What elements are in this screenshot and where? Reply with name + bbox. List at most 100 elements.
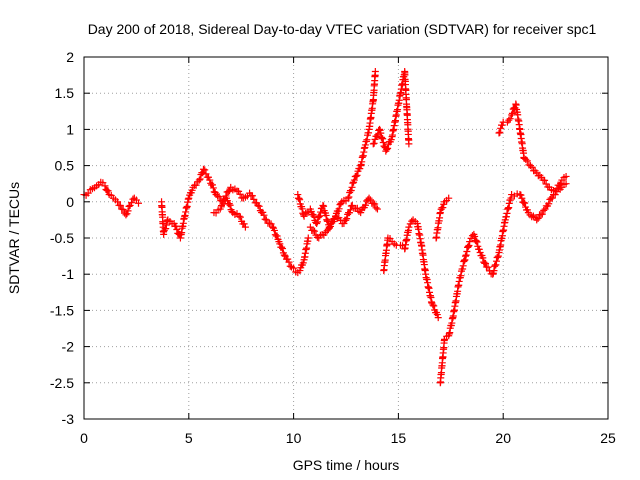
data-point: [376, 125, 384, 133]
data-point-trail: [201, 166, 209, 174]
data-point-trail: [279, 245, 287, 253]
data-point-trail: [323, 216, 331, 224]
data-point-trail: [326, 224, 334, 232]
data-point-trail: [475, 245, 483, 253]
grid: [84, 57, 608, 419]
data-point-trail: [433, 311, 441, 319]
data-point-trail: [280, 251, 288, 259]
data-point-trail: [384, 144, 392, 152]
data-point-trail: [226, 201, 234, 209]
data-point-trail: [240, 220, 248, 228]
data-point-trail: [236, 190, 244, 198]
data-point-trail: [482, 259, 490, 267]
data-point-trail: [346, 206, 354, 214]
data-point-trail: [464, 243, 472, 251]
y-tick-label: 1.5: [55, 85, 75, 101]
data-point-trail: [274, 235, 282, 243]
data-point-trail: [208, 181, 216, 189]
data-point-trail: [285, 258, 293, 266]
data-point-trail: [518, 194, 526, 202]
data-point-trail: [228, 207, 236, 215]
data-point-trail: [545, 200, 553, 208]
data-point-trail: [430, 302, 438, 310]
data-point: [313, 220, 321, 228]
data-point-trail: [270, 226, 278, 234]
data-point-trail: [348, 183, 356, 191]
y-tick-label: -2.5: [50, 375, 74, 391]
data-point-trail: [557, 179, 565, 187]
data-point-trail: [324, 225, 332, 233]
data-point-trail: [494, 253, 502, 261]
data-point-trail: [528, 213, 536, 221]
data-point-trail: [529, 212, 537, 220]
data-point-trail: [379, 139, 387, 147]
x-tick-label: 25: [600, 430, 616, 446]
data-point-trail: [528, 163, 536, 171]
data-point-trail: [352, 172, 360, 180]
data-point-trail: [421, 266, 429, 274]
data-point-trail: [90, 184, 98, 192]
data-point-trail: [465, 241, 473, 249]
data-point: [508, 111, 516, 119]
data-point-trail: [404, 226, 412, 234]
data-point-trail: [316, 212, 324, 220]
data-point-trail: [210, 188, 218, 196]
data-point-trail: [350, 178, 358, 186]
y-tick-label: 0: [66, 194, 74, 210]
data-point-trail: [214, 192, 222, 200]
data-point-trail: [516, 125, 524, 133]
data-point-trail: [342, 216, 350, 224]
data-point-trail: [371, 71, 379, 79]
data-point-trail: [361, 201, 369, 209]
data-point-trail: [314, 214, 322, 222]
data-point-trail: [233, 210, 241, 218]
data-point-trail: [320, 202, 328, 210]
data-point-trail: [231, 185, 239, 193]
data-point-trail: [99, 179, 107, 187]
data-point-trail: [521, 199, 529, 207]
data-point-trail: [236, 213, 244, 221]
y-axis-label: SDTVAR / TECUs: [6, 182, 22, 294]
data-point-trail: [472, 237, 480, 245]
data-point-trail: [261, 215, 269, 223]
data-point-trail: [366, 196, 374, 204]
data-point-trail: [356, 165, 364, 173]
data-point-trail: [205, 173, 213, 181]
data-point-trail: [238, 194, 246, 202]
data-point-trail: [225, 200, 233, 208]
data-point-trail: [347, 186, 355, 194]
data-point: [195, 176, 203, 184]
data-point-trail: [491, 262, 499, 270]
data-point-trail: [209, 184, 217, 192]
data-point: [466, 238, 474, 246]
data-point-trail: [534, 214, 542, 222]
data-point-trail: [374, 131, 382, 139]
data-point-trail: [226, 187, 234, 195]
data-point-trail: [196, 175, 204, 183]
data-point-trail: [386, 235, 394, 243]
y-tick-label: -1: [62, 266, 75, 282]
data-point-trail: [336, 201, 344, 209]
data-point-trail: [497, 124, 505, 132]
data-point-trail: [224, 187, 232, 195]
data-point-trail: [215, 193, 223, 201]
data-point-trail: [560, 174, 568, 182]
data-point-trail: [405, 136, 413, 144]
data-point-trail: [517, 191, 525, 199]
y-tick-label: -3: [62, 411, 75, 427]
data-point-trail: [286, 262, 294, 270]
data-point-trail: [335, 205, 343, 213]
data-point-trail: [443, 196, 451, 204]
data-point-trail: [173, 225, 181, 233]
data-point-trail: [461, 256, 469, 264]
data-point-trail: [363, 197, 371, 205]
data-point-trail: [506, 115, 514, 123]
y-tick-label: -2: [62, 339, 75, 355]
data-point-trail: [132, 196, 140, 204]
x-tick-label: 5: [185, 430, 193, 446]
data-point-trail: [494, 252, 502, 260]
y-tick-label: 1: [66, 121, 74, 137]
data-point: [495, 129, 503, 137]
data-point-trail: [439, 204, 447, 212]
